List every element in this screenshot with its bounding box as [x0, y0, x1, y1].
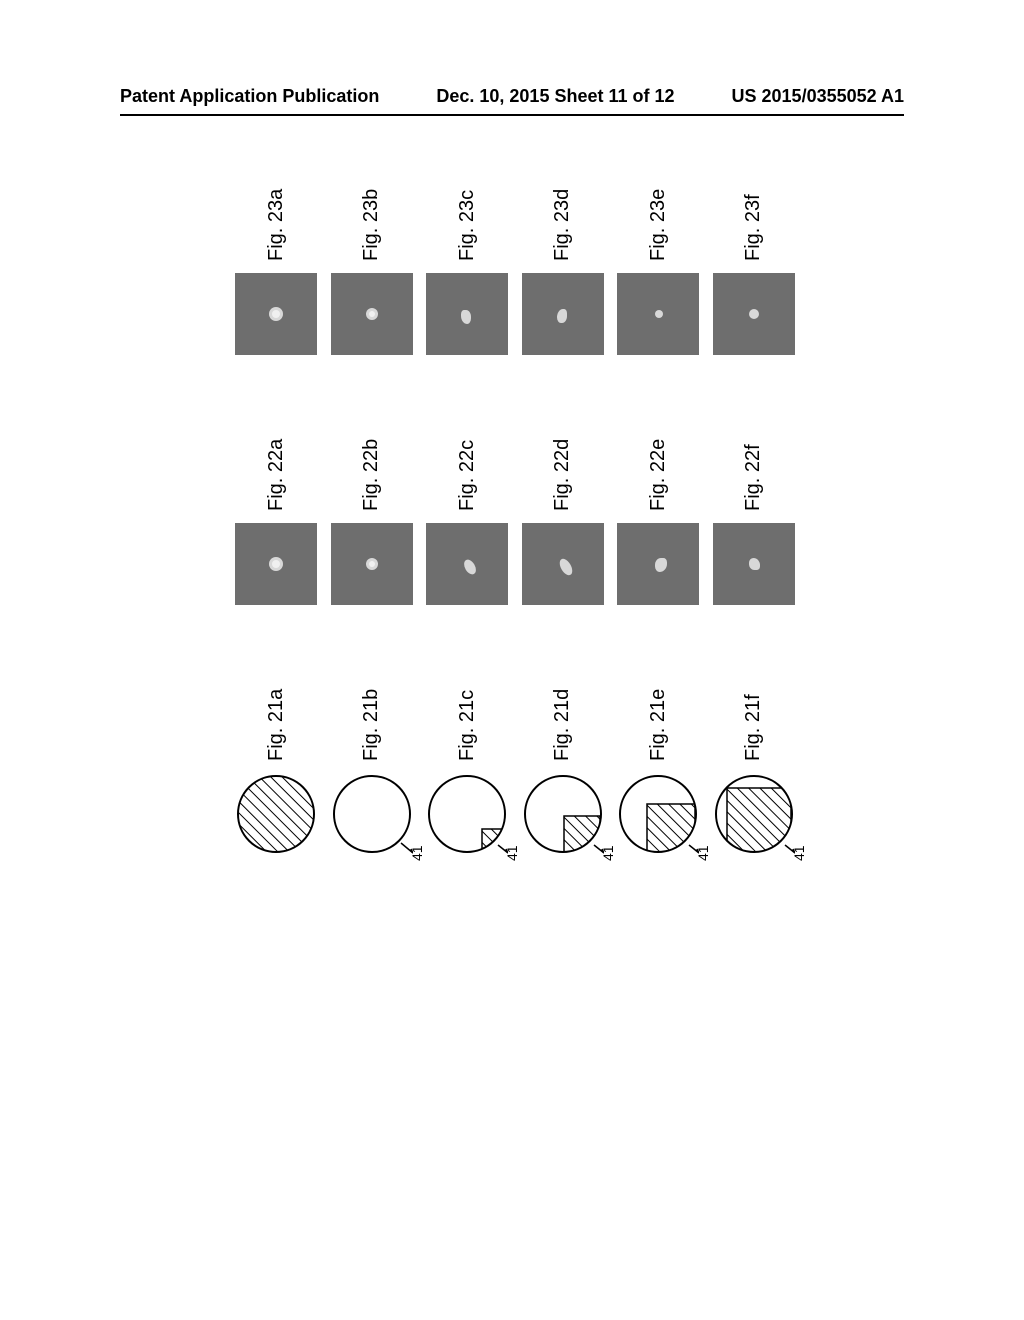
spot-core-icon: [369, 561, 375, 567]
column-fig22: Fig. 22a Fig. 22b Fig. 22c: [235, 395, 795, 605]
cell-fig23c: Fig. 23c: [426, 145, 508, 355]
cell-fig21c: 41 Fig. 21c: [426, 645, 508, 855]
label-fig22c: Fig. 22c: [456, 440, 479, 511]
page: Patent Application Publication Dec. 10, …: [0, 0, 1024, 1320]
graphic-fig22e: [617, 523, 699, 605]
header-right: US 2015/0355052 A1: [732, 86, 904, 107]
graybox-icon: [522, 523, 604, 605]
ref-41-f: 41: [791, 845, 807, 861]
label-fig22b: Fig. 22b: [360, 439, 383, 511]
graybox-icon: [522, 273, 604, 355]
ref-41-b: 41: [409, 845, 425, 861]
graphic-fig23e: [617, 273, 699, 355]
graphic-fig22b: [331, 523, 413, 605]
header-center: Dec. 10, 2015 Sheet 11 of 12: [436, 86, 674, 107]
label-fig23b: Fig. 23b: [360, 189, 383, 261]
spot-core-icon: [272, 560, 280, 568]
label-fig21b: Fig. 21b: [360, 689, 383, 761]
cell-fig22f: Fig. 22f: [713, 395, 795, 605]
graphic-fig23f: [713, 273, 795, 355]
cell-fig21e: 41 Fig. 21e: [617, 645, 699, 855]
graphic-fig22c: [426, 523, 508, 605]
graybox-icon: [235, 273, 317, 355]
cell-fig22e: Fig. 22e: [617, 395, 699, 605]
circle-square-small-icon: [426, 773, 508, 855]
label-fig23d: Fig. 23d: [551, 189, 574, 261]
graphic-fig22f: [713, 523, 795, 605]
ref-41-c: 41: [504, 845, 520, 861]
graybox-icon: [617, 523, 699, 605]
label-fig22d: Fig. 22d: [551, 439, 574, 511]
label-fig21c: Fig. 21c: [456, 690, 479, 761]
circle-empty-icon: [331, 773, 413, 855]
graphic-fig23b: [331, 273, 413, 355]
graybox-icon: [331, 273, 413, 355]
cell-fig21d: 41 Fig. 21d: [522, 645, 604, 855]
figure-area: Fig. 21a 41 Fig. 21b: [235, 115, 795, 885]
cell-fig21b: 41 Fig. 21b: [331, 645, 413, 855]
label-fig23e: Fig. 23e: [647, 189, 670, 261]
label-fig21e: Fig. 21e: [647, 689, 670, 761]
spot-oval-icon: [462, 558, 479, 577]
ref-41-e: 41: [695, 845, 711, 861]
spot-icon: [655, 310, 663, 318]
graphic-fig22d: [522, 523, 604, 605]
cell-fig23e: Fig. 23e: [617, 145, 699, 355]
spot-irregular-icon: [655, 558, 667, 572]
graphic-fig22a: [235, 523, 317, 605]
cell-fig21a: Fig. 21a: [235, 645, 317, 855]
graphic-fig21a: [235, 773, 317, 855]
spot-irregular-icon: [749, 558, 760, 570]
circle-hatched-full-icon: [235, 773, 317, 855]
circle-square-med-icon: [522, 773, 604, 855]
graybox-icon: [713, 273, 795, 355]
graybox-icon: [331, 523, 413, 605]
circle-square-xlarge-icon: [713, 773, 795, 855]
header-left: Patent Application Publication: [120, 86, 379, 107]
graybox-icon: [426, 273, 508, 355]
cell-fig22c: Fig. 22c: [426, 395, 508, 605]
cell-fig23f: Fig. 23f: [713, 145, 795, 355]
label-fig21d: Fig. 21d: [551, 689, 574, 761]
graphic-fig21f: 41: [713, 773, 795, 855]
label-fig21a: Fig. 21a: [265, 689, 288, 761]
graphic-fig23c: [426, 273, 508, 355]
label-fig23f: Fig. 23f: [742, 194, 765, 261]
column-fig21: Fig. 21a 41 Fig. 21b: [235, 645, 795, 855]
cell-fig22b: Fig. 22b: [331, 395, 413, 605]
spot-core-icon: [272, 310, 280, 318]
ref-41-d: 41: [600, 845, 616, 861]
column-fig23: Fig. 23a Fig. 23b Fig. 23c: [235, 145, 795, 355]
spot-core-icon: [369, 311, 375, 317]
graphic-fig21d: 41: [522, 773, 604, 855]
cell-fig23b: Fig. 23b: [331, 145, 413, 355]
graphic-fig21b: 41: [331, 773, 413, 855]
cell-fig22d: Fig. 22d: [522, 395, 604, 605]
label-fig22a: Fig. 22a: [265, 439, 288, 511]
graphic-fig21c: 41: [426, 773, 508, 855]
graphic-fig23a: [235, 273, 317, 355]
spot-oval-icon: [557, 557, 575, 578]
cell-fig23d: Fig. 23d: [522, 145, 604, 355]
label-fig23a: Fig. 23a: [265, 189, 288, 261]
label-fig23c: Fig. 23c: [456, 190, 479, 261]
spot-icon: [749, 309, 759, 319]
circle-square-large-icon: [617, 773, 699, 855]
label-fig22f: Fig. 22f: [742, 444, 765, 511]
graybox-icon: [713, 523, 795, 605]
graybox-icon: [617, 273, 699, 355]
graphic-fig21e: 41: [617, 773, 699, 855]
cell-fig23a: Fig. 23a: [235, 145, 317, 355]
spot-irregular-icon: [461, 310, 471, 324]
label-fig21f: Fig. 21f: [742, 694, 765, 761]
cell-fig22a: Fig. 22a: [235, 395, 317, 605]
graphic-fig23d: [522, 273, 604, 355]
graybox-icon: [426, 523, 508, 605]
spot-irregular-icon: [557, 309, 567, 323]
graybox-icon: [235, 523, 317, 605]
header: Patent Application Publication Dec. 10, …: [120, 86, 904, 107]
cell-fig21f: 41 Fig. 21f: [713, 645, 795, 855]
label-fig22e: Fig. 22e: [647, 439, 670, 511]
